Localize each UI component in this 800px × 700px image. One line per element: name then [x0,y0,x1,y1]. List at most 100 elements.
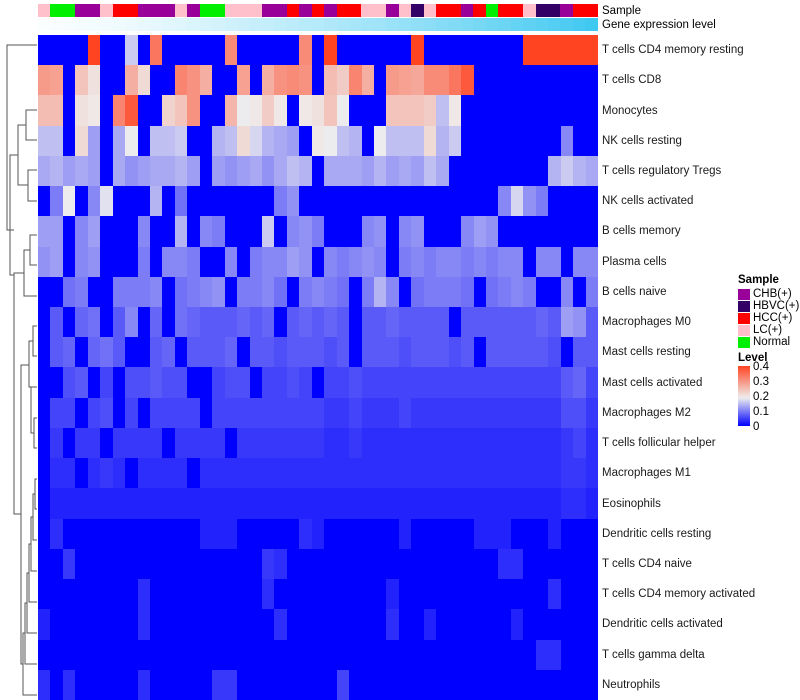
heatmap-cell [100,669,113,700]
heatmap-cell [523,95,536,126]
heatmap-cell [349,125,362,156]
heatmap-cell [486,639,499,670]
heatmap-cell [299,125,312,156]
heatmap-cell [336,397,350,428]
heatmap-cell [75,488,88,519]
heatmap-cell [249,458,262,489]
heatmap-cell [461,95,474,126]
heatmap-cell [174,427,188,459]
heatmap-cell [38,488,51,519]
heatmap-cell [349,65,362,96]
heatmap-cell [585,95,598,126]
gene-expression-annotation-cell [50,18,63,31]
heatmap-cell [224,246,238,277]
heatmap-cell [398,548,412,580]
gene-expression-annotation-cell [523,18,536,31]
heatmap-cell [38,669,51,700]
heatmap-cell [411,639,424,670]
heatmap-cell [299,35,312,66]
row-label: T cells follicular helper [602,437,716,450]
heatmap-cell [535,548,549,580]
heatmap-cell [187,307,200,338]
heatmap-cell [162,639,175,670]
heatmap-cell [573,35,586,66]
heatmap-cell [75,216,88,247]
heatmap-cell [38,337,51,368]
heatmap-cell [237,458,250,489]
heatmap-cell [411,216,424,247]
heatmap-cell [212,186,225,217]
heatmap-cell [436,609,449,640]
heatmap-cell [237,276,250,308]
heatmap-cell [523,337,536,368]
heatmap-cell [274,246,287,277]
heatmap-cell [150,639,163,670]
heatmap-cell [112,246,126,277]
sample-legend-item: LC(+) [738,324,799,336]
sample-legend-title: Sample [738,274,779,286]
heatmap-cell [461,216,474,247]
heatmap-cell [573,337,586,368]
heatmap-cell [374,518,387,549]
heatmap-cell [398,155,412,187]
heatmap-cell [473,35,486,66]
heatmap-cell [50,246,63,277]
heatmap-cell [311,488,325,519]
sample-annotation-cell [187,4,200,17]
heatmap-cell [162,337,175,368]
heatmap-cell [548,548,561,580]
sample-legend-item-label: HBVC(+) [753,300,800,312]
gene-expression-annotation-cell [547,18,561,31]
heatmap-cell [237,216,250,247]
heatmap-cell [262,639,275,670]
heatmap-cell [237,95,250,126]
heatmap-cell [585,246,598,277]
sample-annotation-cell [112,4,126,17]
heatmap-cell [212,488,225,519]
heatmap-cell [448,609,462,640]
heatmap-cell [473,307,486,338]
heatmap-cell [311,367,325,398]
heatmap-cell [585,276,598,308]
heatmap-cell [374,125,387,156]
sample-annotation-cell [547,4,561,17]
heatmap-cell [361,35,374,66]
heatmap-cell [299,155,312,187]
sample-annotation-cell [174,4,188,17]
heatmap-cell [361,458,374,489]
heatmap-cell [125,427,138,459]
heatmap-cell [560,216,574,247]
heatmap-cell [486,216,499,247]
heatmap-cell [311,307,325,338]
heatmap-cell [461,276,474,308]
heatmap-cell [137,458,150,489]
heatmap-cell [324,95,337,126]
heatmap-cell [187,186,200,217]
heatmap-cell [573,397,586,428]
heatmap-cell [50,669,63,700]
heatmap-cell [237,186,250,217]
heatmap-cell [423,337,437,368]
heatmap-cell [398,458,412,489]
heatmap-cell [125,488,138,519]
heatmap-cell [585,548,598,580]
heatmap-cell [448,427,462,459]
sample-annotation-cell [162,4,175,17]
heatmap-cell [585,155,598,187]
heatmap-cell [224,276,238,308]
heatmap-cell [585,427,598,459]
sample-legend-item: HCC(+) [738,312,799,324]
row-label: Dendritic cells resting [602,527,712,540]
heatmap-cell [548,397,561,428]
heatmap-cell [137,246,150,277]
heatmap-cell [461,609,474,640]
heatmap-cell [510,95,524,126]
heatmap-cell [436,216,449,247]
heatmap-cell [349,246,362,277]
heatmap-cell [62,609,76,640]
heatmap-cell [361,307,374,338]
heatmap-cell [237,609,250,640]
heatmap-cell [361,65,374,96]
row-label: T cells regulatory Tregs [602,165,722,178]
heatmap-cell [436,307,449,338]
